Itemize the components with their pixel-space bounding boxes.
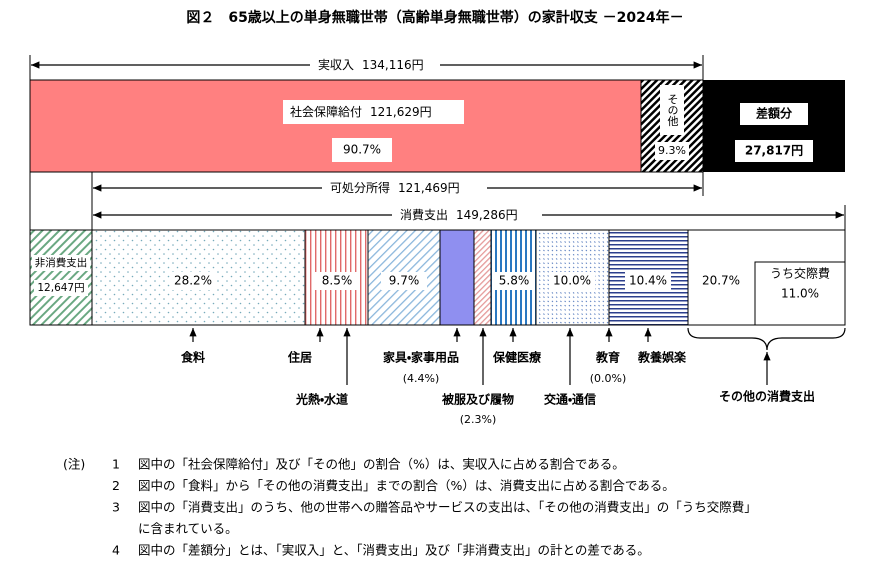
disposable-label: 可処分所得 121,469円 xyxy=(330,180,460,195)
share: (0.0%) xyxy=(590,372,627,385)
label-bg xyxy=(170,272,216,290)
furniture-segment xyxy=(439,229,475,326)
label-box xyxy=(660,85,684,135)
non-consumption-segment xyxy=(29,229,93,326)
social-expense-box xyxy=(754,261,846,326)
note-text: 図中の「社会保障給付」及び「その他」の割合（%）は、実収入に占める割合である。 xyxy=(138,457,625,472)
category-label: 住居 xyxy=(287,350,312,365)
segment-label: その他 xyxy=(666,94,679,127)
share: 20.7% xyxy=(702,274,740,288)
share: 8.5% xyxy=(322,274,353,288)
share: (4.4%) xyxy=(403,372,440,385)
category-label: 食料 xyxy=(180,350,205,365)
label: 社会保障給付 xyxy=(290,104,362,119)
label-box xyxy=(332,138,392,162)
share: (2.3%) xyxy=(460,413,497,426)
category-label: 保健医療 xyxy=(492,350,542,365)
sub-label: うち交際費 xyxy=(770,266,830,281)
segment-label: 非消費支出 xyxy=(35,256,88,269)
category-label: 被服及び履物 xyxy=(441,392,514,407)
amount: 12,647円 xyxy=(37,282,84,294)
amount: 27,817円 xyxy=(745,144,803,158)
amount: 121,629円 xyxy=(370,105,432,119)
share: 9.7% xyxy=(389,274,420,288)
label-box xyxy=(655,142,689,160)
label-bg xyxy=(381,272,427,290)
label-bg xyxy=(322,180,487,196)
share: 10.4% xyxy=(629,274,667,288)
title: 図２ 65歳以上の単身無職世帯（高齢単身無職世帯）の家計収支 －2024年－ xyxy=(186,9,683,26)
category-label: 光熱・水道 xyxy=(295,392,348,407)
label-bg xyxy=(392,207,542,223)
category-label: 教養娯楽 xyxy=(637,350,687,365)
label-box xyxy=(740,103,808,125)
label-box xyxy=(735,140,813,162)
label-bg xyxy=(625,272,671,290)
share: 10.0% xyxy=(553,274,591,288)
label: 実収入 xyxy=(318,58,354,72)
label-bg xyxy=(32,255,90,271)
note-number: 2 xyxy=(112,478,120,493)
share: 5.8% xyxy=(499,274,530,288)
label: 可処分所得 xyxy=(330,180,390,195)
note-number: 3 xyxy=(112,500,120,515)
share: 9.3% xyxy=(658,144,686,157)
label: 消費支出 xyxy=(400,207,448,222)
notes-heading: (注) xyxy=(63,457,85,472)
category-label: 交通・通信 xyxy=(544,392,596,407)
amount: 121,469円 xyxy=(398,181,460,195)
note-text: 図中の「差額分」とは、「実収入」と、「消費支出」及び「非消費支出」の計との差であ… xyxy=(138,543,650,558)
note-number: 4 xyxy=(112,543,120,558)
category-label: 教育 xyxy=(595,350,620,365)
note-text: 図中の「食料」から「その他の消費支出」までの割合（%）は、消費支出に占める割合で… xyxy=(138,478,675,493)
category-label: 家具・家事用品 xyxy=(383,350,459,365)
label-bg xyxy=(549,272,595,290)
category-label: その他の消費支出 xyxy=(719,389,815,404)
note-number: 1 xyxy=(112,457,120,472)
label-box xyxy=(283,100,464,124)
notes: 1 図中の「社会保障給付」及び「その他」の割合（%）は、実収入に占める割合である。… xyxy=(112,457,757,558)
segment-label: 社会保障給付 121,629円 xyxy=(290,104,432,119)
clothing-segment xyxy=(473,229,492,326)
share: 90.7% xyxy=(343,143,381,157)
income-label: 実収入 134,116円 xyxy=(318,58,424,72)
label-bg xyxy=(34,280,88,296)
share: 28.2% xyxy=(174,274,212,288)
note-text: に含まれている。 xyxy=(138,521,238,536)
label-bg xyxy=(314,272,360,290)
sub-share: 11.0% xyxy=(781,287,819,301)
brace xyxy=(687,327,846,351)
consumption-label: 消費支出 149,286円 xyxy=(400,207,518,222)
label-bg xyxy=(310,57,440,73)
amount: 134,116円 xyxy=(362,58,424,72)
note-text: 図中の「消費支出」のうち、他の世帯への贈答品やサービスの支出は、「その他の消費支… xyxy=(138,500,757,515)
segment-label: 差額分 xyxy=(756,106,793,121)
label-bg xyxy=(494,272,534,290)
amount: 149,286円 xyxy=(456,208,518,222)
